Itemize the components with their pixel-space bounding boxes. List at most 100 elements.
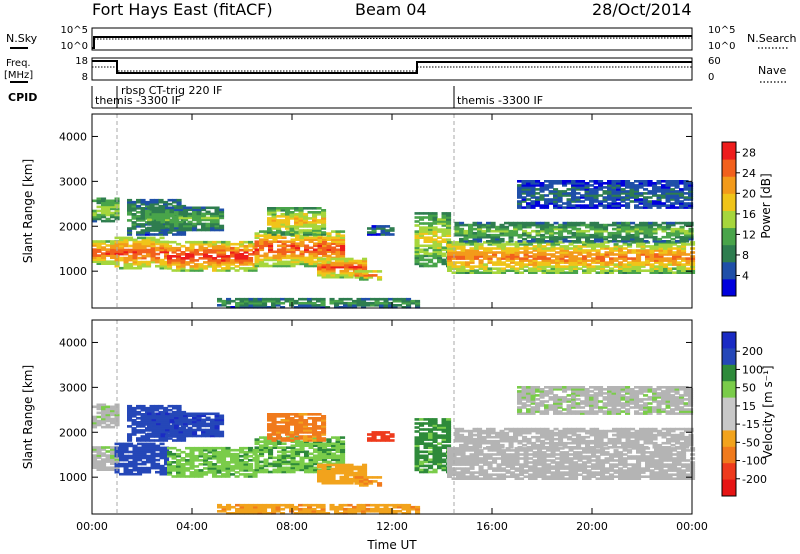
velocity-echo-cell	[216, 459, 222, 462]
velocity-echo-cell	[212, 457, 218, 460]
power-echo-cell	[627, 243, 633, 246]
velocity-echo-cell	[210, 422, 216, 426]
power-echo-cell	[496, 243, 502, 246]
power-echo-cell	[499, 223, 505, 227]
power-echo-cell	[150, 258, 156, 262]
power-echo-cell	[217, 304, 223, 307]
power-echo-cell	[136, 231, 142, 234]
power-echo-cell	[625, 233, 631, 237]
power-echo-cell	[679, 235, 685, 239]
power-echo-cell	[654, 247, 660, 250]
power-echo-cell	[317, 252, 323, 256]
power-echo-cell	[114, 203, 120, 207]
power-echo-cell	[446, 216, 452, 219]
velocity-echo-cell	[196, 414, 202, 418]
power-echo-cell	[304, 262, 310, 266]
power-echo-cell	[331, 248, 337, 252]
power-echo-cell	[189, 257, 195, 260]
velocity-echo-cell	[163, 406, 169, 410]
power-echo-cell	[303, 225, 309, 228]
power-echo-cell	[679, 196, 685, 199]
power-y-tick-label: 3000	[59, 175, 87, 188]
power-echo-cell	[132, 262, 138, 266]
velocity-echo-cell	[123, 442, 129, 446]
velocity-echo-cell	[151, 434, 157, 438]
power-echo-cell	[276, 215, 282, 218]
velocity-echo-cell	[180, 450, 186, 454]
power-echo-cell	[675, 227, 681, 231]
velocity-echo-cell	[155, 454, 161, 458]
velocity-echo-cell	[174, 424, 180, 428]
velocity-echo-cell	[167, 404, 173, 408]
power-echo-cell	[214, 212, 220, 216]
power-echo-cell	[535, 237, 541, 241]
velocity-echo-cell	[92, 458, 98, 461]
power-echo-cell	[210, 214, 216, 218]
velocity-echo-cell	[259, 466, 265, 470]
velocity-echo-cell	[304, 456, 310, 460]
velocity-echo-cell	[437, 460, 443, 464]
power-echo-cell	[140, 231, 146, 234]
power-echo-cell	[163, 204, 169, 208]
power-echo-cell	[616, 192, 622, 195]
power-echo-cell	[537, 261, 543, 264]
power-echo-cell	[463, 229, 469, 233]
power-echo-cell	[316, 211, 322, 214]
power-echo-cell	[674, 202, 680, 205]
power-echo-cell	[451, 271, 457, 274]
velocity-echo-cell	[419, 418, 425, 421]
velocity-echo-cell	[456, 457, 462, 460]
velocity-echo-cell	[105, 446, 111, 449]
power-echo-cell	[432, 250, 438, 254]
power-colorbar-tick-label: 20	[742, 187, 756, 200]
power-echo-cell	[634, 196, 640, 199]
velocity-echo-cell	[348, 467, 354, 471]
velocity-echo-cell	[159, 468, 165, 472]
power-echo-cell	[495, 235, 501, 239]
velocity-echo-cell	[92, 456, 98, 459]
velocity-echo-cell	[326, 466, 332, 470]
power-echo-cell	[636, 267, 642, 270]
velocity-echo-cell	[119, 448, 125, 452]
power-echo-cell	[289, 211, 295, 214]
power-echo-cell	[634, 194, 640, 197]
power-echo-cell	[496, 271, 502, 274]
power-echo-cell	[679, 237, 685, 241]
velocity-echo-cell	[207, 467, 213, 470]
power-echo-cell	[105, 205, 111, 209]
velocity-echo-cell	[428, 470, 434, 474]
velocity-echo-cell	[322, 458, 328, 462]
velocity-echo-cell	[321, 475, 327, 479]
velocity-echo-cell	[114, 450, 120, 454]
velocity-echo-cell	[150, 450, 156, 454]
power-echo-cell	[428, 224, 434, 227]
power-echo-cell	[320, 297, 326, 301]
velocity-echo-cell	[317, 446, 323, 449]
velocity-echo-cell	[340, 444, 346, 447]
power-echo-cell	[119, 236, 125, 240]
velocity-echo-cell	[290, 452, 296, 456]
power-echo-cell	[526, 194, 532, 197]
velocity-echo-cell	[321, 473, 327, 477]
power-echo-cell	[156, 220, 162, 224]
power-echo-cell	[456, 261, 462, 264]
power-echo-cell	[603, 237, 609, 241]
power-echo-cell	[688, 184, 694, 187]
velocity-echo-cell	[147, 432, 153, 436]
power-echo-cell	[164, 240, 170, 244]
power-echo-cell	[147, 220, 153, 224]
velocity-echo-cell	[174, 432, 180, 436]
power-echo-cell	[362, 259, 368, 263]
power-echo-cell	[137, 246, 143, 250]
velocity-echo-cell	[295, 440, 301, 443]
velocity-echo-cell	[363, 478, 369, 481]
velocity-echo-cell	[304, 466, 310, 470]
power-echo-cell	[380, 231, 386, 234]
power-echo-cell	[652, 200, 658, 203]
power-echo-cell	[675, 240, 681, 243]
power-echo-cell	[150, 260, 156, 264]
velocity-echo-cell	[321, 417, 327, 420]
power-echo-cell	[437, 250, 443, 254]
power-echo-cell	[684, 231, 690, 235]
power-echo-cell	[383, 301, 389, 305]
